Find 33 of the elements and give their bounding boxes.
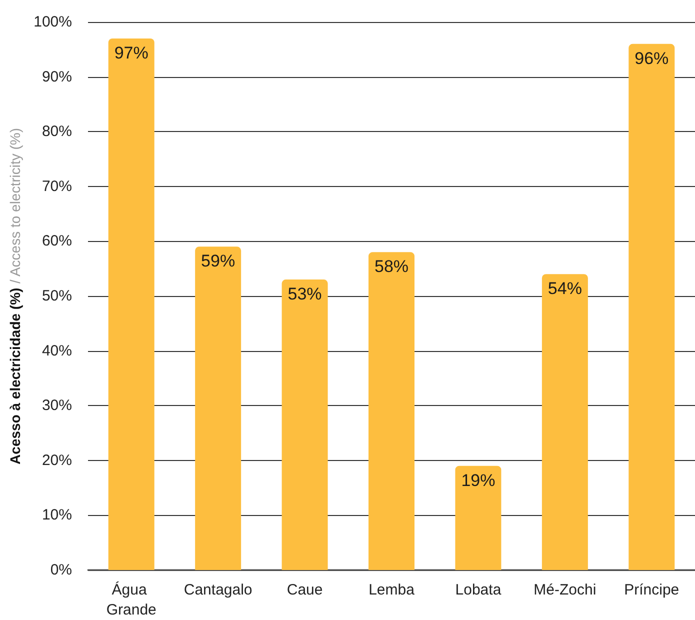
bar [108, 38, 154, 570]
y-tick-label: 70% [42, 178, 72, 195]
bar [195, 246, 242, 570]
y-tick-label: 90% [42, 68, 72, 86]
y-tick-label: 50% [42, 288, 72, 304]
data-label: 19% [461, 470, 496, 490]
bar [628, 44, 675, 570]
x-tick-label: Lemba [368, 582, 416, 598]
x-tick-label: Água Grande [106, 580, 156, 618]
y-tick-label: 10% [42, 506, 72, 524]
y-tick-label: 100% [34, 14, 72, 30]
y-tick-label: 40% [42, 342, 72, 360]
x-tick-label: Cantagalo [184, 582, 252, 598]
y-tick-label: 0% [50, 562, 72, 578]
bar [368, 252, 414, 570]
y-tick-label: 20% [42, 452, 72, 469]
data-label: 96% [634, 48, 669, 68]
bar [455, 466, 502, 570]
data-label: 53% [288, 284, 322, 304]
y-tick-label: 30% [42, 397, 72, 414]
bar [282, 280, 328, 570]
y-tick-label: 60% [42, 232, 72, 250]
x-tick-label: Mé-Zochi [534, 582, 596, 598]
x-tick-label: Príncipe [624, 582, 680, 598]
x-tick-label: Lobata [455, 582, 502, 598]
y-tick-label: 80% [42, 123, 72, 140]
data-label: 59% [201, 252, 236, 271]
bar [542, 274, 588, 570]
data-label: 54% [548, 279, 582, 298]
y-axis-title: Acesso à electricidade (%) / Access to electricity (%) [7, 128, 23, 464]
x-tick-label: Caue [286, 582, 323, 598]
data-label: 97% [114, 43, 148, 62]
data-label: 58% [374, 257, 409, 276]
